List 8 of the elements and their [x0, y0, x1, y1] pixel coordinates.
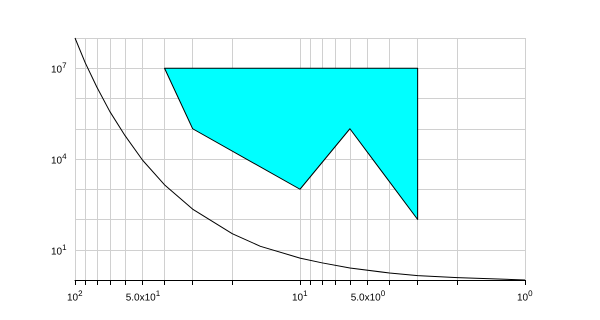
- x-tick-label: 5.0x10$^{1}$: [126, 288, 160, 304]
- x-tick-label: 10$^{1}$: [292, 288, 308, 304]
- y-tick-label: 10$^{4}$: [51, 151, 67, 168]
- x-tick-label: 10$^{2}$: [67, 288, 83, 304]
- y-tick-label: 10$^{1}$: [51, 242, 67, 258]
- y-tick-label: 10$^{7}$: [51, 60, 67, 77]
- x-tick-label: 10$^{0}$: [517, 288, 533, 304]
- x-tick-label: 5.0x10$^{0}$: [350, 288, 386, 304]
